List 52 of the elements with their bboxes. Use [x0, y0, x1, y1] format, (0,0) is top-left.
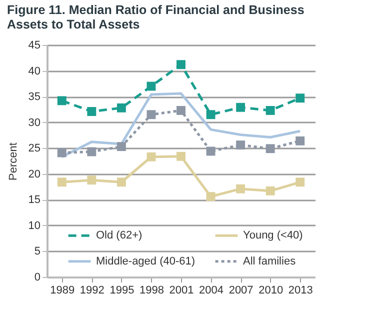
- y-tick-label: 20: [28, 168, 40, 180]
- x-tick-label: 2004: [199, 284, 224, 296]
- x-tick-label: 2013: [288, 284, 313, 296]
- point: [87, 176, 96, 185]
- x-tick-label: 2007: [228, 284, 254, 296]
- point: [146, 110, 156, 120]
- y-tick-label: 25: [28, 142, 40, 155]
- point: [116, 103, 126, 112]
- y-tick-label: 40: [28, 65, 40, 78]
- point: [266, 106, 275, 115]
- y-tick-label: 5: [34, 246, 40, 258]
- legend-label: Old (62+): [96, 230, 142, 242]
- y-tick-label: 0: [34, 272, 40, 284]
- x-tick-label: 2010: [258, 284, 284, 296]
- x-tick-label: 1992: [80, 284, 104, 296]
- point: [176, 152, 186, 161]
- point: [266, 186, 275, 196]
- point: [206, 146, 216, 156]
- point: [206, 192, 216, 202]
- point: [236, 140, 246, 150]
- point: [146, 82, 156, 91]
- legend-label: All families: [243, 255, 296, 268]
- point: [296, 94, 305, 103]
- point: [116, 178, 126, 187]
- point: [57, 148, 66, 158]
- y-axis-title: Percent: [7, 142, 20, 180]
- y-tick-label: 45: [28, 40, 40, 52]
- chart-title: Figure 11. Median Ratio of Financial and Business Assets to Total Assets: [7, 3, 304, 32]
- point: [176, 106, 186, 115]
- point: [87, 107, 96, 116]
- legend-label: Young (<40): [243, 230, 303, 242]
- point: [236, 102, 246, 112]
- x-tick-label: 1998: [139, 284, 164, 296]
- x-tick-label: 1995: [110, 284, 134, 296]
- y-tick-label: 10: [28, 220, 40, 232]
- point: [176, 60, 186, 70]
- legend-label: Middle-aged (40-61): [96, 255, 196, 268]
- point: [266, 144, 275, 154]
- point: [206, 110, 216, 120]
- point: [236, 184, 246, 194]
- x-tick-label: 2001: [169, 284, 194, 296]
- point: [296, 178, 305, 187]
- point: [57, 96, 66, 106]
- point: [57, 178, 66, 187]
- point: [116, 142, 126, 152]
- point: [146, 152, 156, 162]
- point: [87, 147, 96, 156]
- y-tick-label: 35: [28, 91, 40, 104]
- y-tick-label: 15: [28, 194, 40, 206]
- y-tick-label: 30: [28, 116, 40, 129]
- point: [296, 136, 305, 146]
- x-tick-label: 1989: [50, 284, 75, 296]
